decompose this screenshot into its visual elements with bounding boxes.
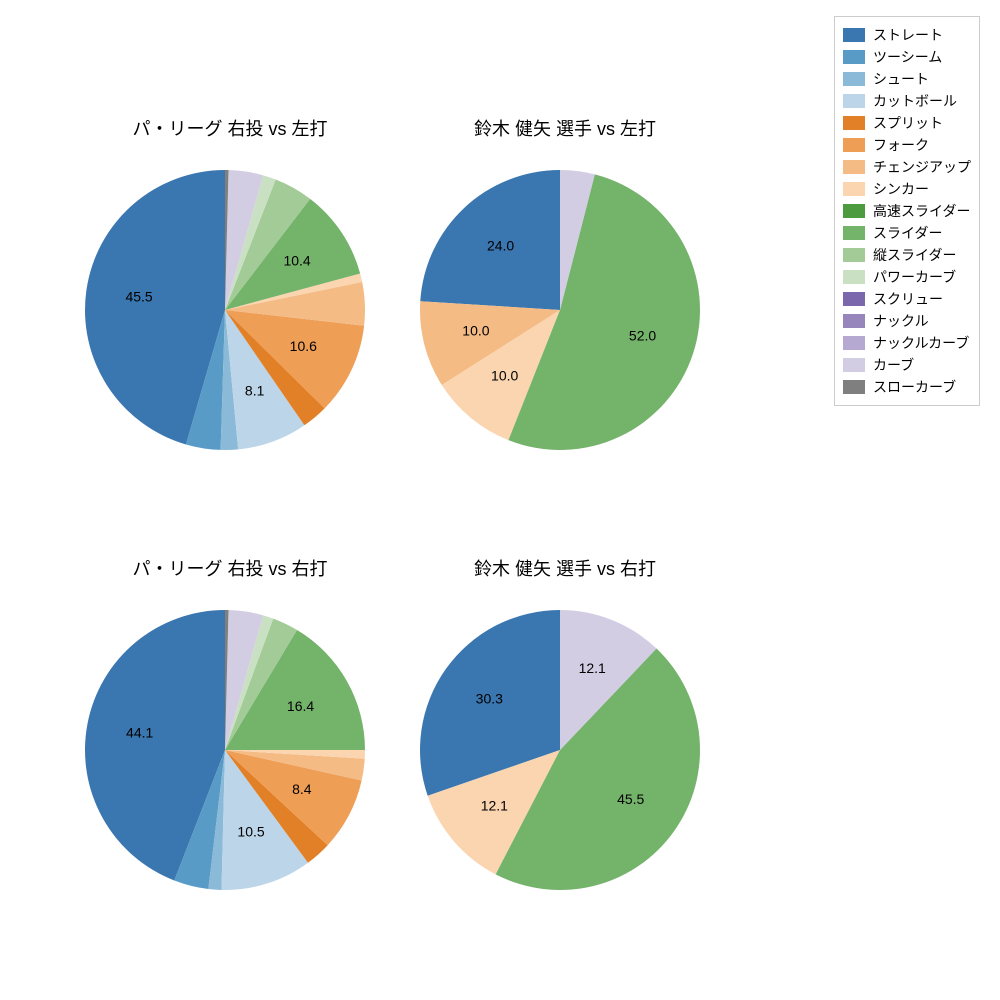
legend-label: スローカーブ <box>873 377 956 397</box>
legend-swatch <box>843 138 865 152</box>
legend-label: カーブ <box>873 355 914 375</box>
legend-swatch <box>843 116 865 130</box>
legend-swatch <box>843 358 865 372</box>
pie-slice-label: 44.1 <box>126 725 153 741</box>
pie-slice-label: 45.5 <box>125 288 152 304</box>
legend-swatch <box>843 380 865 394</box>
legend-swatch <box>843 50 865 64</box>
legend-label: ナックルカーブ <box>873 333 969 353</box>
legend-label: チェンジアップ <box>873 157 971 177</box>
legend-label: ナックル <box>873 311 929 331</box>
legend-swatch <box>843 270 865 284</box>
pie-slice-label: 16.4 <box>287 698 314 714</box>
legend-label: カットボール <box>873 91 957 111</box>
legend-label: ストレート <box>873 25 943 45</box>
legend-item: 縦スライダー <box>843 245 971 265</box>
figure: パ・リーグ 右投 vs 左打45.58.110.610.4鈴木 健矢 選手 vs… <box>0 0 1000 1000</box>
legend-swatch <box>843 314 865 328</box>
pie-slice-label: 24.0 <box>487 237 514 253</box>
legend-item: カットボール <box>843 91 971 111</box>
pie-slice-label: 10.0 <box>462 322 489 338</box>
legend-label: シュート <box>873 69 929 89</box>
legend-label: 高速スライダー <box>873 201 970 221</box>
pie-slice-label: 8.4 <box>292 781 312 797</box>
legend-item: ナックルカーブ <box>843 333 971 353</box>
legend-item: スクリュー <box>843 289 971 309</box>
legend-label: スライダー <box>873 223 942 243</box>
legend-swatch <box>843 292 865 306</box>
pie-slice-label: 12.1 <box>579 660 606 676</box>
pie-wrap-top-left: 45.5 8.1 10.6 10.4 <box>45 130 405 495</box>
legend-item: ナックル <box>843 311 971 331</box>
legend-item: スライダー <box>843 223 971 243</box>
legend-item: スプリット <box>843 113 971 133</box>
legend-swatch <box>843 72 865 86</box>
legend-swatch <box>843 160 865 174</box>
legend-label: スクリュー <box>873 289 943 309</box>
legend-label: フォーク <box>873 135 929 155</box>
legend-label: シンカー <box>873 179 929 199</box>
legend-item: スローカーブ <box>843 377 971 397</box>
legend-label: ツーシーム <box>873 47 942 67</box>
legend-item: ストレート <box>843 25 971 45</box>
pie-slice-label: 45.5 <box>617 791 644 807</box>
pie-chart-top-left: 45.5 8.1 10.6 10.4 <box>45 130 405 490</box>
pie-chart-bottom-right: 30.3 12.1 45.5 12.1 <box>380 570 740 930</box>
pie-slice-label: 10.6 <box>290 338 317 354</box>
legend-swatch <box>843 248 865 262</box>
pie-slice-label: 52.0 <box>629 328 656 344</box>
pie-slice-label: 8.1 <box>245 382 265 398</box>
legend-swatch <box>843 336 865 350</box>
legend-item: シンカー <box>843 179 971 199</box>
legend-item: 高速スライダー <box>843 201 971 221</box>
legend-item: フォーク <box>843 135 971 155</box>
legend-item: チェンジアップ <box>843 157 971 177</box>
pie-slice-label: 10.4 <box>283 252 310 268</box>
legend-item: パワーカーブ <box>843 267 971 287</box>
pie-slice-label: 12.1 <box>481 797 508 813</box>
legend-item: カーブ <box>843 355 971 375</box>
legend-swatch <box>843 94 865 108</box>
pie-chart-bottom-left: 44.1 10.5 8.4 16.4 <box>45 570 405 930</box>
legend-item: シュート <box>843 69 971 89</box>
legend-label: 縦スライダー <box>873 245 956 265</box>
legend-swatch <box>843 204 865 218</box>
legend-item: ツーシーム <box>843 47 971 67</box>
pie-slice-label: 10.0 <box>491 368 518 384</box>
pie-slice-label: 10.5 <box>237 824 264 840</box>
pie-wrap-top-right: 24.0 10.0 10.0 52.0 <box>380 130 740 495</box>
pie-wrap-bottom-left: 44.1 10.5 8.4 16.4 <box>45 570 405 935</box>
legend-label: スプリット <box>873 113 943 133</box>
legend-label: パワーカーブ <box>873 267 956 287</box>
legend-swatch <box>843 182 865 196</box>
legend: ストレートツーシームシュートカットボールスプリットフォークチェンジアップシンカー… <box>834 16 980 406</box>
pie-wrap-bottom-right: 30.3 12.1 45.5 12.1 <box>380 570 740 935</box>
pie-chart-top-right: 24.0 10.0 10.0 52.0 <box>380 130 740 490</box>
legend-swatch <box>843 28 865 42</box>
legend-swatch <box>843 226 865 240</box>
pie-slice-label: 30.3 <box>476 690 503 706</box>
